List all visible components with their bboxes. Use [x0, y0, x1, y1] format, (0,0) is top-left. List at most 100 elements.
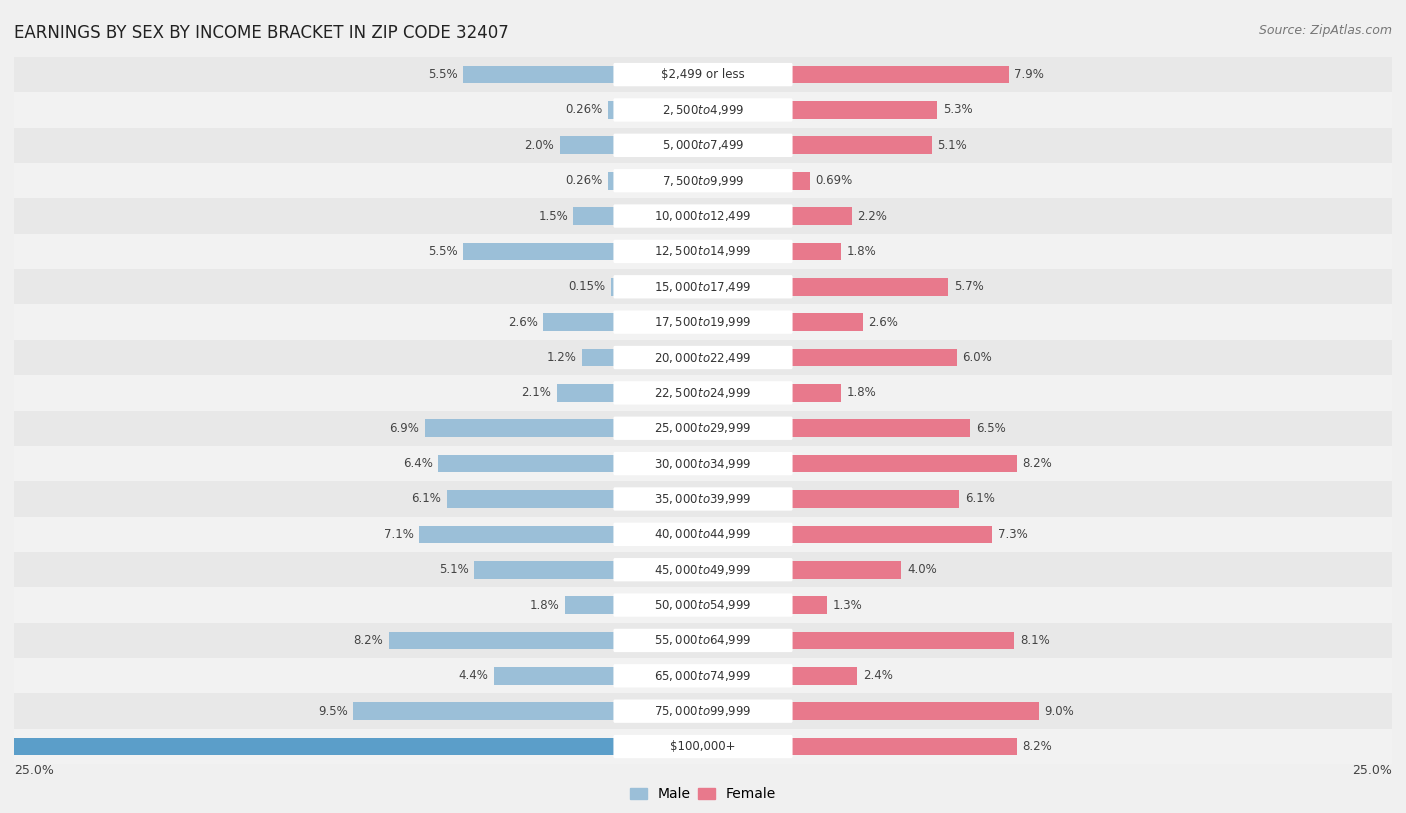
Bar [792, 561, 901, 579]
Bar [14, 517, 1392, 552]
Text: $20,000 to $22,499: $20,000 to $22,499 [654, 350, 752, 364]
Text: 4.0%: 4.0% [907, 563, 936, 576]
Text: 5.5%: 5.5% [427, 68, 458, 81]
Bar [792, 313, 863, 331]
Bar [474, 561, 614, 579]
Text: $75,000 to $99,999: $75,000 to $99,999 [654, 704, 752, 718]
Bar [14, 233, 1392, 269]
Text: $35,000 to $39,999: $35,000 to $39,999 [654, 492, 752, 506]
Text: 6.1%: 6.1% [412, 493, 441, 506]
FancyBboxPatch shape [613, 275, 793, 298]
Text: 9.0%: 9.0% [1045, 705, 1074, 718]
Bar [565, 596, 614, 614]
Text: 6.9%: 6.9% [389, 422, 419, 435]
FancyBboxPatch shape [613, 523, 793, 546]
FancyBboxPatch shape [613, 381, 793, 405]
Bar [494, 667, 614, 685]
Bar [463, 242, 614, 260]
Bar [792, 66, 1010, 84]
FancyBboxPatch shape [613, 628, 793, 652]
Text: $17,500 to $19,999: $17,500 to $19,999 [654, 315, 752, 329]
Text: $5,000 to $7,499: $5,000 to $7,499 [662, 138, 744, 152]
Text: 0.15%: 0.15% [568, 280, 605, 293]
Bar [574, 207, 614, 225]
Bar [792, 525, 993, 543]
Text: 0.69%: 0.69% [815, 174, 853, 187]
Bar [792, 420, 970, 437]
Bar [447, 490, 614, 508]
Text: 1.8%: 1.8% [846, 386, 876, 399]
Text: 7.9%: 7.9% [1014, 68, 1045, 81]
Bar [792, 101, 938, 119]
Text: 4.4%: 4.4% [458, 669, 488, 682]
Text: 1.8%: 1.8% [530, 598, 560, 611]
Text: 8.2%: 8.2% [353, 634, 384, 647]
FancyBboxPatch shape [613, 593, 793, 617]
FancyBboxPatch shape [613, 169, 793, 193]
Text: $45,000 to $49,999: $45,000 to $49,999 [654, 563, 752, 576]
Bar [792, 737, 1017, 755]
Bar [389, 632, 614, 650]
Bar [14, 163, 1392, 198]
Text: $30,000 to $34,999: $30,000 to $34,999 [654, 457, 752, 471]
Bar [792, 349, 956, 367]
Bar [14, 693, 1392, 729]
Text: $55,000 to $64,999: $55,000 to $64,999 [654, 633, 752, 647]
Bar [14, 340, 1392, 375]
FancyBboxPatch shape [613, 735, 793, 759]
Bar [792, 667, 858, 685]
FancyBboxPatch shape [613, 664, 793, 688]
Text: 0.26%: 0.26% [565, 103, 602, 116]
FancyBboxPatch shape [613, 133, 793, 157]
Bar [607, 101, 614, 119]
Text: $40,000 to $44,999: $40,000 to $44,999 [654, 528, 752, 541]
Bar [792, 242, 841, 260]
Bar [560, 137, 614, 154]
Bar [14, 128, 1392, 163]
Text: EARNINGS BY SEX BY INCOME BRACKET IN ZIP CODE 32407: EARNINGS BY SEX BY INCOME BRACKET IN ZIP… [14, 24, 509, 42]
Bar [14, 659, 1392, 693]
Bar [14, 269, 1392, 304]
Text: $15,000 to $17,499: $15,000 to $17,499 [654, 280, 752, 293]
FancyBboxPatch shape [613, 487, 793, 511]
Text: 8.2%: 8.2% [1022, 740, 1053, 753]
Bar [792, 490, 959, 508]
Bar [14, 411, 1392, 446]
Text: $12,500 to $14,999: $12,500 to $14,999 [654, 245, 752, 259]
Text: 2.2%: 2.2% [858, 210, 887, 223]
Text: $10,000 to $12,499: $10,000 to $12,499 [654, 209, 752, 223]
Text: 5.5%: 5.5% [427, 245, 458, 258]
Bar [557, 384, 614, 402]
Bar [14, 623, 1392, 659]
Text: 0.26%: 0.26% [565, 174, 602, 187]
Bar [14, 552, 1392, 587]
Bar [463, 66, 614, 84]
Text: 8.1%: 8.1% [1019, 634, 1050, 647]
Bar [14, 587, 1392, 623]
Bar [582, 349, 614, 367]
Text: 1.3%: 1.3% [832, 598, 862, 611]
Text: 6.1%: 6.1% [965, 493, 994, 506]
FancyBboxPatch shape [613, 240, 793, 263]
Text: $65,000 to $74,999: $65,000 to $74,999 [654, 669, 752, 683]
Bar [0, 737, 614, 755]
Text: 2.6%: 2.6% [508, 315, 537, 328]
Text: 1.2%: 1.2% [547, 351, 576, 364]
Bar [792, 454, 1017, 472]
Text: 6.0%: 6.0% [962, 351, 991, 364]
Text: 25.0%: 25.0% [1353, 764, 1392, 777]
Text: $25,000 to $29,999: $25,000 to $29,999 [654, 421, 752, 435]
Bar [14, 481, 1392, 517]
Bar [792, 137, 932, 154]
Text: 5.7%: 5.7% [953, 280, 984, 293]
Bar [14, 446, 1392, 481]
Text: 6.4%: 6.4% [404, 457, 433, 470]
Bar [14, 304, 1392, 340]
Text: 8.2%: 8.2% [1022, 457, 1053, 470]
Text: 25.0%: 25.0% [14, 764, 53, 777]
Bar [353, 702, 614, 720]
Text: $100,000+: $100,000+ [671, 740, 735, 753]
Bar [419, 525, 614, 543]
FancyBboxPatch shape [613, 558, 793, 581]
FancyBboxPatch shape [613, 204, 793, 228]
